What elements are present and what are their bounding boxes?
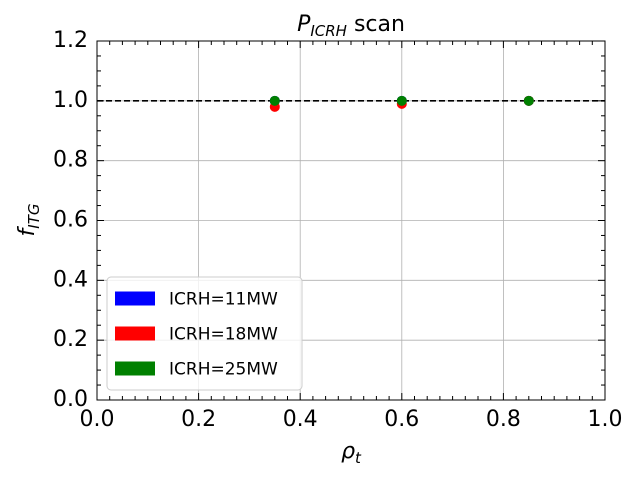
x-tick-label: 1.0 xyxy=(588,407,623,432)
legend-label: ICRH=25MW xyxy=(169,360,278,380)
legend-swatch xyxy=(115,361,155,376)
legend-label: ICRH=18MW xyxy=(169,325,278,345)
title-rest: scan xyxy=(347,12,405,37)
x-axis-label: ρt xyxy=(341,439,362,467)
y-tick-label: 0.0 xyxy=(53,387,88,412)
x-tick-label: 0.6 xyxy=(384,407,419,432)
point xyxy=(269,95,280,106)
x-tick-label: 0.2 xyxy=(181,407,216,432)
y-tick-label: 0.2 xyxy=(53,327,88,352)
x-label-main: ρ xyxy=(341,439,355,464)
chart-title: PICRH scan xyxy=(297,12,405,40)
y-label-sub: ITG xyxy=(25,204,43,229)
legend-swatch xyxy=(115,326,155,341)
legend-frame xyxy=(106,276,303,391)
y-tick-label: 1.2 xyxy=(53,28,88,53)
point xyxy=(396,95,407,106)
x-tick-label: 0.4 xyxy=(283,407,318,432)
plot-frame xyxy=(96,40,606,401)
x-tick-label: 0.0 xyxy=(80,407,115,432)
legend-label: ICRH=11MW xyxy=(169,290,278,310)
title-sub: ICRH xyxy=(310,22,347,40)
x-label-sub: t xyxy=(355,449,362,467)
y-tick-label: 1.0 xyxy=(53,88,88,113)
y-tick-label: 0.6 xyxy=(53,208,88,233)
legend: ICRH=11MW ICRH=18MW ICRH=25MW xyxy=(106,276,303,391)
point xyxy=(523,95,534,106)
y-label-main: f xyxy=(15,225,40,236)
y-tick-label: 0.4 xyxy=(53,267,88,292)
y-axis-label: fITG xyxy=(15,204,43,237)
legend-swatch xyxy=(115,291,155,306)
x-tick-label: 0.8 xyxy=(486,407,521,432)
title-main: P xyxy=(297,12,311,37)
y-tick-label: 0.8 xyxy=(53,148,88,173)
